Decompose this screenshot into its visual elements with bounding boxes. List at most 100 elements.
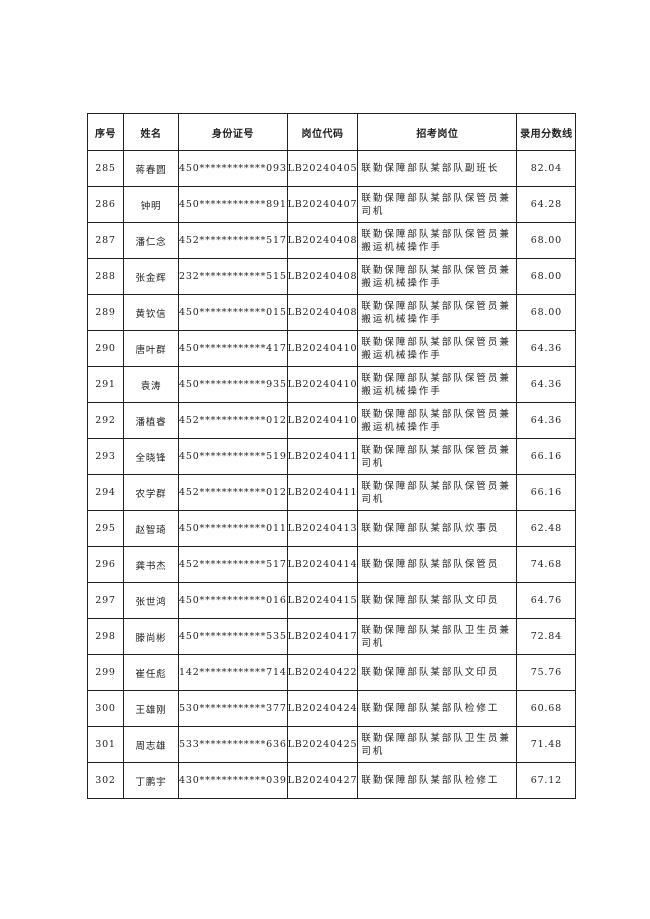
cell-index: 299: [87, 654, 124, 691]
cell-index: 300: [87, 690, 124, 727]
cell-index: 301: [87, 726, 124, 763]
cell-score: 64.76: [516, 582, 577, 619]
cell-position-code: LB20240414: [286, 546, 359, 583]
cell-index: 296: [87, 546, 124, 583]
cell-name: 农学群: [123, 474, 179, 511]
cell-score: 68.00: [516, 258, 577, 295]
cell-index: 302: [87, 762, 124, 799]
cell-position: 联勤保障部队某部队炊事员: [357, 510, 518, 547]
cell-position-code: LB20240411: [286, 474, 359, 511]
cell-position: 联勤保障部队某部队保管员兼搬运机械操作手: [357, 222, 518, 259]
cell-id-number: 450************015: [178, 294, 288, 331]
table-row: 288 张金辉 232************515 LB20240408 联勤保障部队…: [87, 258, 577, 295]
cell-index: 285: [87, 150, 124, 187]
cell-name: 赵智琦: [123, 510, 179, 547]
cell-position-code: LB20240408: [286, 258, 359, 295]
cell-position: 联勤保障部队某部队保管员兼搬运机械操作手: [357, 294, 518, 331]
cell-position-code: LB20240408: [286, 294, 359, 331]
cell-position-code: LB20240417: [286, 618, 359, 655]
cell-position-code: LB20240413: [286, 510, 359, 547]
cell-score: 60.68: [516, 690, 577, 727]
cell-score: 68.00: [516, 294, 577, 331]
table-row: 298 滕尚彬 450************535 LB20240417 联勤保障部队…: [87, 618, 577, 655]
table-row: 293 全晓锋 450************519 LB20240411 联勤保障部队…: [87, 438, 577, 475]
cell-score: 64.36: [516, 366, 577, 403]
table-row: 296 龚书杰 452************517 LB20240414 联勤保障部队…: [87, 546, 577, 583]
cell-position-code: LB20240405: [286, 150, 359, 187]
cell-position-code: LB20240425: [286, 726, 359, 763]
cell-position: 联勤保障部队某部队保管员兼搬运机械操作手: [357, 366, 518, 403]
cell-position-code: LB20240415: [286, 582, 359, 619]
cell-score: 68.00: [516, 222, 577, 259]
cell-id-number: 142************714: [178, 654, 288, 691]
table-row: 295 赵智琦 450************011 LB20240413 联勤保障部队…: [87, 510, 577, 547]
cell-score: 82.04: [516, 150, 577, 187]
cell-id-number: 450************935: [178, 366, 288, 403]
cell-name: 崔任彪: [123, 654, 179, 691]
cell-index: 290: [87, 330, 124, 367]
cell-index: 287: [87, 222, 124, 259]
cell-id-number: 430************039: [178, 762, 288, 799]
cell-score: 75.76: [516, 654, 577, 691]
cell-name: 潘植睿: [123, 402, 179, 439]
cell-id-number: 450************891: [178, 186, 288, 223]
table-row: 291 袁涛 450************935 LB20240410 联勤保障部队某…: [87, 366, 577, 403]
table-row: 301 周志雄 533************636 LB20240425 联勤保障部队…: [87, 726, 577, 763]
cell-index: 291: [87, 366, 124, 403]
cell-position: 联勤保障部队某部队检修工: [357, 762, 518, 799]
cell-score: 64.28: [516, 186, 577, 223]
cell-index: 289: [87, 294, 124, 331]
cell-name: 王雄刚: [123, 690, 179, 727]
header-name: 姓名: [123, 113, 179, 151]
cell-name: 唐叶群: [123, 330, 179, 367]
header-position-code: 岗位代码: [286, 113, 359, 151]
cell-score: 66.16: [516, 438, 577, 475]
cell-index: 297: [87, 582, 124, 619]
cell-index: 286: [87, 186, 124, 223]
table-row: 302 丁鹏宇 430************039 LB20240427 联勤保障部队…: [87, 762, 577, 799]
cell-position: 联勤保障部队某部队卫生员兼司机: [357, 618, 518, 655]
cell-index: 298: [87, 618, 124, 655]
table-header-row: 序号 姓名 身份证号 岗位代码 招考岗位 录用分数线: [87, 113, 577, 151]
cell-position-code: LB20240424: [286, 690, 359, 727]
cell-name: 丁鹏宇: [123, 762, 179, 799]
cell-position-code: LB20240411: [286, 438, 359, 475]
cell-position: 联勤保障部队某部队卫生员兼司机: [357, 726, 518, 763]
table-row: 294 农学群 452************012 LB20240411 联勤保障部队…: [87, 474, 577, 511]
cell-position-code: LB20240422: [286, 654, 359, 691]
cell-position-code: LB20240410: [286, 330, 359, 367]
table-row: 286 钟明 450************891 LB20240407 联勤保障部队某…: [87, 186, 577, 223]
cell-position: 联勤保障部队某部队文印员: [357, 654, 518, 691]
cell-name: 滕尚彬: [123, 618, 179, 655]
cell-id-number: 452************012: [178, 474, 288, 511]
cell-position: 联勤保障部队某部队检修工: [357, 690, 518, 727]
cell-name: 张金辉: [123, 258, 179, 295]
cell-name: 袁涛: [123, 366, 179, 403]
cell-index: 294: [87, 474, 124, 511]
cell-position-code: LB20240410: [286, 366, 359, 403]
cell-score: 72.84: [516, 618, 577, 655]
cell-index: 295: [87, 510, 124, 547]
cell-position: 联勤保障部队某部队保管员兼搬运机械操作手: [357, 258, 518, 295]
cell-name: 钟明: [123, 186, 179, 223]
cell-position: 联勤保障部队某部队文印员: [357, 582, 518, 619]
table-row: 299 崔任彪 142************714 LB20240422 联勤保障部队…: [87, 654, 577, 691]
cell-score: 62.48: [516, 510, 577, 547]
cell-position: 联勤保障部队某部队保管员: [357, 546, 518, 583]
cell-name: 全晓锋: [123, 438, 179, 475]
cell-name: 龚书杰: [123, 546, 179, 583]
cell-score: 66.16: [516, 474, 577, 511]
cell-position: 联勤保障部队某部队保管员兼司机: [357, 474, 518, 511]
cell-id-number: 450************535: [178, 618, 288, 655]
cell-id-number: 452************012: [178, 402, 288, 439]
table-row: 290 唐叶群 450************417 LB20240410 联勤保障部队…: [87, 330, 577, 367]
cell-index: 288: [87, 258, 124, 295]
cell-position-code: LB20240410: [286, 402, 359, 439]
cell-position: 联勤保障部队某部队保管员兼司机: [357, 186, 518, 223]
header-id-number: 身份证号: [178, 113, 288, 151]
cell-id-number: 533************636: [178, 726, 288, 763]
cell-position: 联勤保障部队某部队保管员兼司机: [357, 438, 518, 475]
table-row: 297 张世鸿 450************016 LB20240415 联勤保障部队…: [87, 582, 577, 619]
table-row: 285 蒋春圆 450************093 LB20240405 联勤保障部队…: [87, 150, 577, 187]
header-score: 录用分数线: [516, 113, 577, 151]
